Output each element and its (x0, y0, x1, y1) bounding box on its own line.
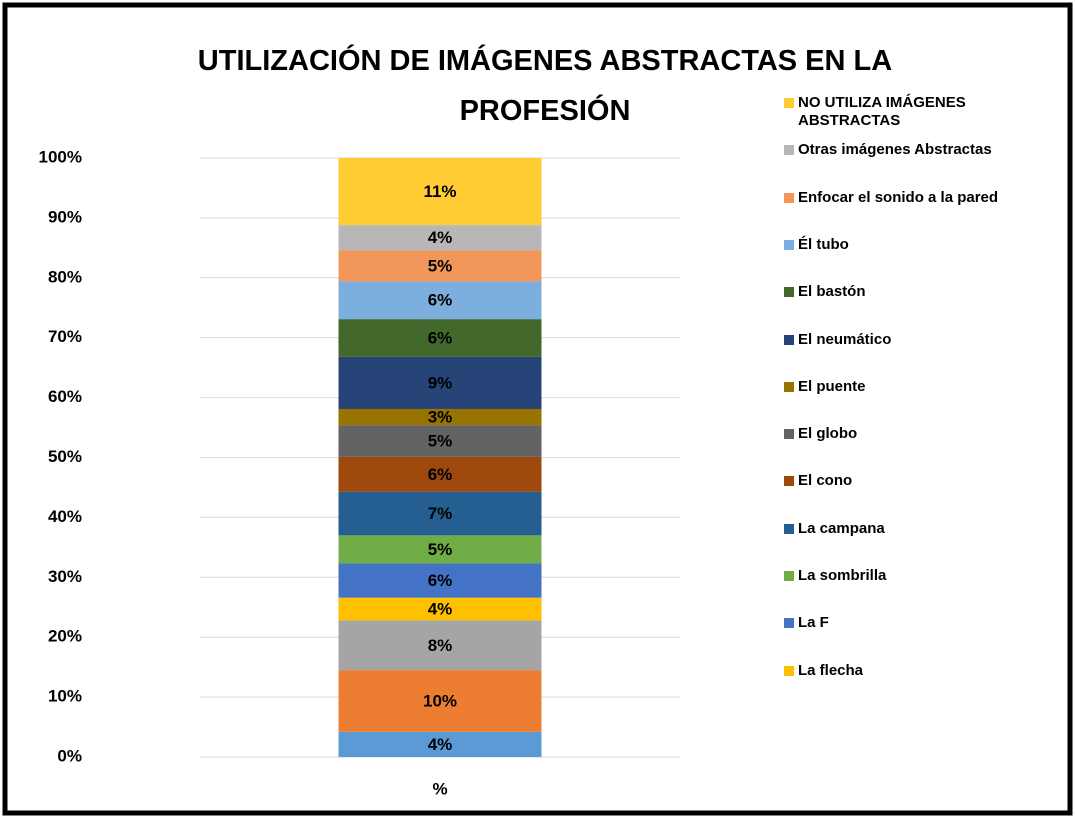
data-label: 5% (428, 540, 453, 559)
y-tick-label: 70% (48, 327, 82, 346)
legend-label: El globo (798, 425, 858, 443)
data-label: 9% (428, 373, 453, 392)
legend-label: La campana (798, 519, 885, 537)
bar-segment (338, 319, 542, 357)
y-tick-label: 0% (57, 746, 82, 765)
legend-swatch (784, 476, 794, 487)
data-label: 10% (423, 691, 457, 710)
legend-label: Enfocar el sonido a la pared (798, 188, 999, 206)
data-label: 6% (428, 465, 453, 484)
y-tick-label: 50% (48, 447, 82, 466)
data-label: 4% (428, 735, 453, 754)
y-tick-label: 90% (48, 207, 82, 226)
legend-label: Él tubo (798, 235, 849, 253)
legend-label: El puente (798, 377, 866, 395)
bar-segment (338, 731, 542, 757)
bar-segment (338, 425, 542, 457)
legend-label: La flecha (798, 661, 864, 679)
data-label: 5% (428, 432, 453, 451)
data-label: 5% (428, 256, 453, 275)
data-label: 3% (428, 408, 453, 427)
legend-swatch (784, 618, 794, 629)
legend-swatch (784, 429, 794, 440)
bar-segment (338, 670, 542, 732)
data-label: 6% (428, 571, 453, 590)
legend-swatch (784, 571, 794, 581)
legend-swatch (784, 145, 794, 156)
bar-segment (338, 563, 542, 598)
data-label: 11% (423, 182, 456, 201)
legend-swatch (784, 381, 794, 392)
data-label: 4% (428, 600, 453, 619)
legend-swatch (784, 192, 794, 203)
data-label: 4% (428, 228, 453, 247)
legend-label: El bastón (798, 283, 866, 301)
y-tick-label: 40% (48, 507, 82, 526)
legend-swatch (784, 665, 794, 676)
legend-swatch (784, 334, 794, 345)
data-label: 6% (428, 291, 453, 310)
legend-swatch (784, 98, 794, 108)
legend-label: El cono (798, 472, 853, 490)
y-tick-label: 10% (48, 687, 82, 706)
y-tick-label: 80% (48, 267, 82, 286)
bar-segment (338, 408, 542, 426)
data-label: 7% (428, 504, 453, 523)
y-tick-label: 20% (48, 627, 82, 646)
legend-swatch (784, 239, 794, 250)
legend-label: El neumático (798, 330, 892, 348)
legend-label: La F (798, 614, 829, 632)
bar-segment (338, 356, 542, 409)
bar-segment (338, 250, 542, 282)
chart-title: UTILIZACIÓN DE IMÁGENES ABSTRACTAS EN LA… (197, 45, 893, 127)
bar-segment (338, 535, 542, 564)
y-tick-label: 100% (39, 147, 82, 166)
data-label: 8% (428, 636, 453, 655)
y-tick-label: 30% (48, 567, 82, 586)
legend-swatch (784, 287, 794, 298)
legend-swatch (784, 523, 794, 534)
legend-label: La sombrilla (798, 567, 887, 584)
bar-segment (338, 225, 542, 251)
bar-segment (338, 158, 542, 226)
bar-segment (338, 620, 542, 671)
legend-label: NO UTILIZA IMÁGENES ABSTRACTAS (798, 94, 966, 129)
bar-segment (338, 281, 542, 320)
x-tick-label: % (432, 779, 447, 798)
bar-segment (338, 491, 542, 536)
legend-label: Otras imágenes Abstractas (798, 141, 992, 159)
bar-segment (338, 597, 542, 621)
data-label: 6% (428, 328, 453, 347)
bar-segment (338, 456, 542, 492)
y-tick-label: 60% (48, 387, 82, 406)
